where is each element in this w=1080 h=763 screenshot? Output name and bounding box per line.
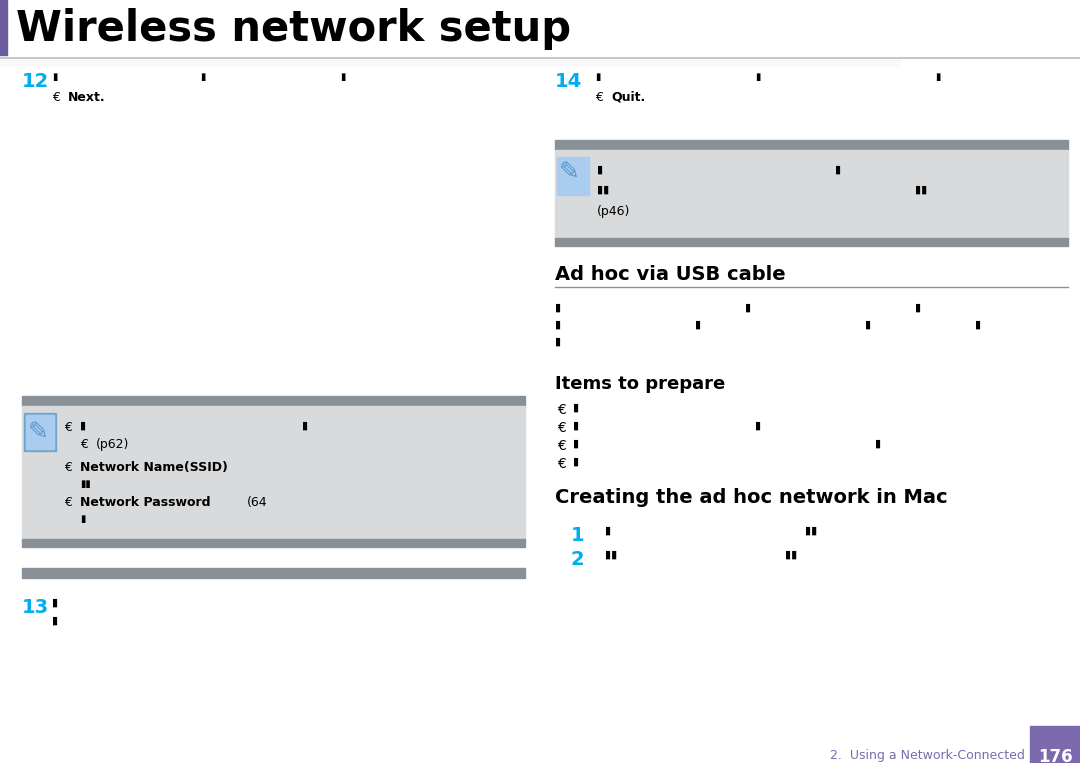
Text: ▮▮: ▮▮ [80,479,91,489]
Text: 13: 13 [22,598,49,617]
Text: ▮: ▮ [975,320,981,330]
Text: Creating the ad hoc network in Mac: Creating the ad hoc network in Mac [555,488,947,507]
Text: 2.  Using a Network-Connected Machine: 2. Using a Network-Connected Machine [831,749,1080,762]
Text: Network Name(SSID): Network Name(SSID) [80,461,228,474]
Text: ▮: ▮ [573,403,579,413]
Text: Ad hoc via USB cable: Ad hoc via USB cable [555,265,785,284]
Bar [22,568,525,578]
Text: €: € [64,496,72,509]
Text: ▮: ▮ [573,457,579,467]
Bar [557,157,589,195]
Text: (64: (64 [247,496,268,509]
Text: €: € [557,421,566,435]
Text: 12: 12 [22,72,50,91]
Text: Quit.: Quit. [611,91,645,104]
Text: ▮▮: ▮▮ [915,185,928,195]
Text: Wireless network setup: Wireless network setup [16,8,571,50]
Text: ▮: ▮ [935,72,941,82]
Text: ▮: ▮ [595,72,600,82]
Text: ▮: ▮ [745,303,751,313]
Text: Items to prepare: Items to prepare [555,375,726,393]
Text: ▮: ▮ [555,337,562,347]
Bar [0,0,6,55]
Text: ▮: ▮ [605,526,611,536]
Text: (p46): (p46) [597,205,631,218]
Text: 2: 2 [571,550,584,569]
Text: (p62): (p62) [96,438,130,451]
Text: €: € [64,461,72,474]
Text: ▮: ▮ [302,421,308,431]
Text: 1: 1 [571,526,584,545]
Bar [22,539,525,547]
Text: €: € [52,91,59,104]
Text: ▮: ▮ [875,439,881,449]
Text: ▮: ▮ [555,320,562,330]
Text: ▮: ▮ [80,514,85,524]
Text: Network Password: Network Password [80,496,211,509]
Text: ▮: ▮ [865,320,872,330]
Text: ▮: ▮ [555,303,562,313]
Text: ▮: ▮ [200,72,205,82]
Text: ▮: ▮ [52,616,58,626]
Text: ▮: ▮ [755,72,760,82]
Text: €: € [595,91,603,104]
Text: ▮: ▮ [696,320,701,330]
Bar [555,238,1068,246]
Text: ✎: ✎ [559,160,580,184]
Bar [22,396,525,406]
Text: €: € [557,439,566,453]
Text: ▮: ▮ [340,72,346,82]
Text: €: € [64,421,72,434]
Text: 176: 176 [1038,748,1072,763]
Text: Next.: Next. [68,91,106,104]
Text: ▮▮: ▮▮ [597,185,609,195]
Text: ▮: ▮ [915,303,921,313]
Text: 14: 14 [555,72,582,91]
Text: ▮: ▮ [573,439,579,449]
Text: ▮: ▮ [573,421,579,431]
Text: €: € [557,403,566,417]
Bar [1030,726,1080,763]
Text: ▮: ▮ [835,165,841,175]
Text: ▮: ▮ [80,421,86,431]
Text: ▮▮: ▮▮ [785,550,797,560]
Bar [555,150,1068,240]
Text: ▮: ▮ [755,421,761,431]
Bar [26,415,54,449]
Text: ▮: ▮ [597,165,603,175]
Text: €: € [557,457,566,471]
Text: ▮: ▮ [52,598,58,608]
Text: ▮: ▮ [52,72,57,82]
Text: ✎: ✎ [28,420,49,444]
Text: €: € [80,438,87,451]
Bar [24,413,56,451]
Bar [555,140,1068,150]
Bar [22,406,525,541]
Text: ▮▮: ▮▮ [605,550,618,560]
Text: ▮▮: ▮▮ [805,526,818,536]
